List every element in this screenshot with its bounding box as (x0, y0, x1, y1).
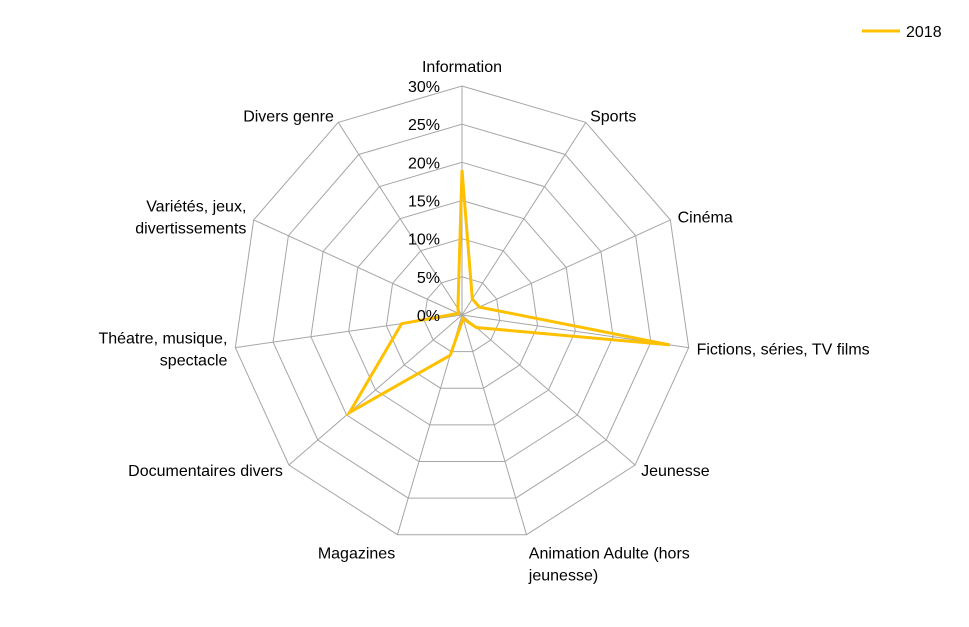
category-label: Magazines (318, 545, 395, 562)
grid-ring (348, 199, 576, 426)
category-label: Théatre, musique, (98, 331, 227, 348)
tick-label: 30% (408, 79, 440, 96)
category-labels: Information Sports Cinéma Fictions, séries,… (98, 59, 869, 584)
category-label: Sports (590, 109, 636, 126)
category-label: Documentaires divers (128, 463, 283, 480)
legend: 2018 (862, 24, 942, 41)
grid-ring (423, 276, 501, 353)
legend-label-2018: 2018 (906, 24, 942, 41)
category-label: Information (422, 59, 502, 76)
grid-ring (385, 238, 539, 389)
category-label: Animation Adulte (hors (529, 545, 690, 562)
grid-spoke (461, 122, 587, 316)
grid-ring (234, 85, 690, 536)
grid-ring (272, 123, 652, 499)
category-label: jeunesse) (528, 567, 598, 584)
category-label: Variétés, jeux, (146, 199, 246, 216)
category-label: Cinéma (678, 210, 733, 227)
series-line-2018 (345, 169, 671, 417)
tick-label: 25% (408, 117, 440, 134)
grid-ring (310, 161, 614, 462)
grid-spoke (253, 219, 463, 316)
category-label: divertissements (135, 221, 246, 238)
category-label: Fictions, séries, TV films (697, 342, 870, 359)
category-label: Jeunesse (641, 463, 710, 480)
tick-label: 20% (408, 155, 440, 172)
grid-spoke (461, 219, 671, 316)
grid-spoke (461, 314, 527, 535)
category-label: Divers genre (243, 109, 334, 126)
tick-label: 15% (408, 194, 440, 211)
series-layer (345, 169, 671, 417)
grid-layer (234, 85, 690, 536)
grid-spoke (461, 314, 636, 466)
tick-labels: 0% 5% 10% 15% 20% 25% 30% (408, 79, 440, 325)
tick-label: 10% (408, 232, 440, 249)
category-label: spectacle (160, 353, 228, 370)
grid-spoke (288, 314, 463, 466)
tick-label: 5% (417, 270, 440, 287)
grid-spoke (337, 122, 463, 316)
tick-label: 0% (417, 308, 440, 325)
